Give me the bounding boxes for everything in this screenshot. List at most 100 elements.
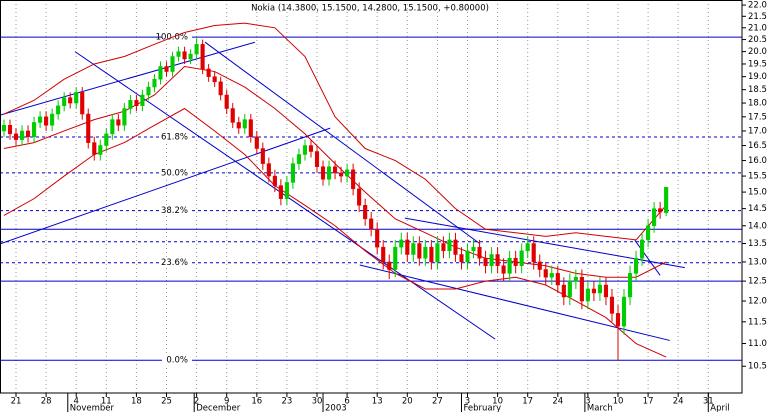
candle-body [74,92,79,104]
candle-body [230,108,235,123]
y-tick-label: 18.0 [748,99,767,109]
trendline [0,41,256,116]
x-tick-label: 11 [101,397,112,407]
candle-body [543,269,548,278]
candle-body [242,119,247,129]
candle-body [25,130,31,137]
y-tick-label: 16.0 [748,156,767,166]
candle-body [128,100,133,109]
candle-body [640,239,645,259]
candle-body [56,105,61,115]
candle-body [423,246,428,259]
candle-body [573,276,578,282]
y-tick-label: 12.5 [748,277,767,287]
candle-body [555,273,560,286]
candle-body [531,243,536,263]
month-label: February [463,404,501,412]
candle-body [110,119,115,135]
y-tick-label: 17.0 [748,126,767,136]
month-label: 2003 [325,404,347,412]
y-tick-label: 21.0 [748,23,767,33]
candle-body [537,261,542,270]
y-tick-label: 16.5 [748,141,767,151]
y-tick-label: 20.0 [748,47,767,57]
candle-body [664,186,669,213]
fib-label: 23.6% [161,258,188,268]
candle-body [248,119,253,137]
x-tick-label: 18 [131,397,142,407]
candle-body [495,254,500,266]
candle-body [116,119,121,126]
x-tick-label: 3 [585,397,590,407]
fib-label-bg [162,205,192,216]
x-tick-label: 17 [643,397,654,407]
x-tick-label: 28 [41,397,52,407]
x-tick-label: 10 [613,397,624,407]
candle-body [146,86,151,96]
y-tick-label: 17.5 [748,112,767,122]
candle-body [615,313,621,327]
candle-body [585,288,590,302]
candle-body [134,100,139,107]
candle-body [62,97,67,107]
y-tick-label: 15.0 [748,188,767,198]
candle-body [435,243,440,263]
candle-body [393,246,398,270]
candle-body [345,169,350,177]
y-tick-label: 10.5 [748,362,767,372]
candle-body [284,182,289,199]
candle-body [561,284,566,298]
candle-body [411,243,416,255]
candle-body [627,273,633,298]
month-label: December [196,404,241,412]
candle-body [339,172,344,177]
x-tick-label: 21 [11,397,22,407]
candle-body [351,169,356,190]
candle-body [302,145,308,155]
candle-body [603,284,609,298]
y-tick-label: 19.0 [748,72,767,82]
candle-body [122,108,127,126]
candle-body [333,166,338,174]
plot-frame [0,0,743,394]
candle-body [465,250,470,263]
candle-body [50,113,55,126]
y-tick-label: 11.5 [748,317,767,327]
candle-body [453,239,458,255]
candle-body [375,229,380,248]
candle-body [326,166,332,180]
candle-body [224,94,229,109]
candle-body [525,243,530,252]
y-tick-label: 19.5 [748,59,767,69]
candle-body [296,154,301,164]
candle-body [501,265,506,274]
x-tick-label: 27 [432,397,443,407]
x-tick-label: 25 [161,397,172,407]
candle-body [652,208,657,227]
y-tick-label: 18.5 [748,85,767,95]
candle-body [549,273,554,278]
candle-body [609,296,615,314]
candle-body [320,166,326,180]
plot-area: 100.0%61.8%50.0%38.2%23.6%0.0% [0,0,742,393]
candle-body [266,163,271,177]
candle-body [483,257,488,266]
candle-body [272,175,277,186]
candle-body [441,243,446,252]
candle-body [194,44,199,55]
y-tick-label: 13.0 [748,257,767,267]
candle-body [80,92,85,115]
candle-body [513,257,518,266]
fib-label: 38.2% [161,206,188,216]
chart-title: Nokia (14.3800, 15.1500, 14.2800, 15.150… [251,4,489,14]
candle-body [417,243,422,259]
candle-body [369,218,374,230]
x-tick-label: 24 [552,397,563,407]
x-tick-label: 6 [344,397,349,407]
candle-body [308,145,314,152]
candle-body [200,44,205,70]
candle-body [44,116,49,126]
x-tick-label: 30 [312,397,323,407]
y-tick-label: 14.5 [748,204,767,214]
candle-body [477,246,482,259]
